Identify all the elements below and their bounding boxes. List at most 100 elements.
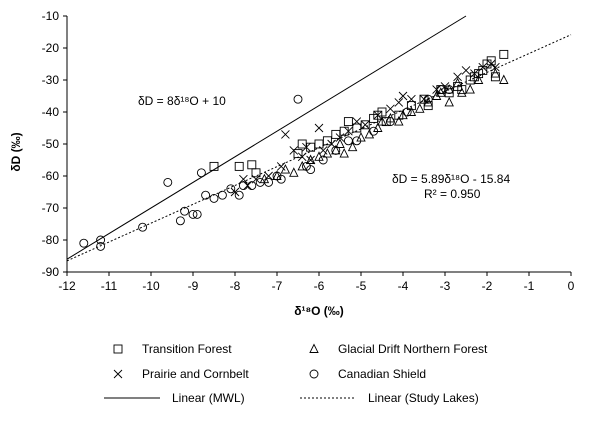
transition-forest-point bbox=[457, 85, 467, 95]
transition-forest-point bbox=[251, 168, 261, 178]
canadian-shield-point bbox=[79, 238, 89, 248]
canadian-shield-point bbox=[369, 126, 379, 136]
canadian-shield-point bbox=[247, 181, 257, 191]
canadian-shield-point bbox=[264, 177, 274, 187]
canadian-shield-point bbox=[180, 206, 190, 216]
mwl-equation: δD = 8δ¹⁸O + 10 bbox=[138, 94, 226, 108]
prairie-cornbelt-point bbox=[470, 69, 479, 78]
glacial-drift-point bbox=[499, 74, 509, 84]
prairie-cornbelt-point bbox=[394, 98, 404, 107]
y-tick-label: -80 bbox=[42, 233, 60, 247]
glacial-drift-point bbox=[431, 90, 442, 100]
prairie-cornbelt-point bbox=[407, 94, 416, 104]
glacial-drift-point bbox=[406, 106, 417, 116]
canadian-shield-point bbox=[226, 184, 236, 194]
transition-forest-point bbox=[247, 160, 257, 170]
glacial-drift-point bbox=[339, 148, 349, 158]
prairie-cornbelt-point bbox=[318, 146, 328, 155]
prairie-cornbelt-point bbox=[398, 91, 408, 101]
prairie-cornbelt-point bbox=[360, 120, 370, 130]
glacial-drift-point bbox=[394, 116, 404, 126]
canadian-shield-point bbox=[96, 241, 106, 251]
transition-forest-point bbox=[293, 149, 303, 159]
prairie-cornbelt-point bbox=[314, 123, 324, 133]
canadian-shield-point bbox=[402, 107, 412, 117]
axes bbox=[63, 15, 572, 276]
prairie-cornbelt-point bbox=[297, 152, 307, 162]
prairie-cornbelt-point bbox=[461, 66, 471, 75]
lakes-r2: R² = 0.950 bbox=[424, 187, 481, 201]
canadian-shield-point bbox=[238, 181, 248, 191]
glacial-drift-point bbox=[444, 96, 454, 107]
transition-forest-point bbox=[331, 129, 341, 139]
prairie-cornbelt-point bbox=[289, 146, 299, 155]
y-tick-label: -50 bbox=[42, 137, 60, 151]
prairie-cornbelt-point bbox=[276, 162, 286, 171]
canadian-shield-point bbox=[192, 209, 202, 219]
transition-forest-point bbox=[406, 101, 416, 111]
prairie-cornbelt-point bbox=[335, 133, 345, 142]
glacial-drift-point bbox=[377, 116, 387, 126]
canadian-shield-point bbox=[306, 165, 316, 175]
data-points bbox=[79, 49, 509, 251]
legend-symbol-square bbox=[113, 344, 123, 354]
mwl-line bbox=[66, 15, 467, 260]
transition-forest-point bbox=[486, 56, 496, 66]
canadian-shield-point bbox=[163, 177, 173, 187]
legend-label: Canadian Shield bbox=[338, 367, 426, 381]
prairie-cornbelt-point bbox=[281, 130, 290, 139]
glacial-drift-point bbox=[364, 128, 375, 139]
glacial-drift-point bbox=[457, 87, 467, 97]
x-tick-label: -10 bbox=[142, 279, 160, 293]
glacial-drift-point bbox=[490, 68, 501, 78]
x-tick-label: -12 bbox=[58, 279, 76, 293]
legend-symbol-triangle bbox=[309, 343, 319, 353]
x-tick-label: -3 bbox=[440, 279, 451, 293]
canadian-shield-point bbox=[138, 222, 148, 232]
transition-forest-point bbox=[343, 117, 353, 127]
transition-forest-point bbox=[322, 136, 332, 146]
canadian-shield-point bbox=[201, 190, 211, 200]
canadian-shield-point bbox=[385, 117, 395, 127]
legend-label: Transition Forest bbox=[142, 342, 232, 356]
transition-forest-point bbox=[360, 120, 370, 130]
legend-label: Glacial Drift Northern Forest bbox=[338, 342, 488, 356]
y-tick-label: -20 bbox=[42, 41, 60, 55]
x-tick-label: -7 bbox=[272, 279, 283, 293]
glacial-drift-point bbox=[335, 138, 345, 148]
transition-forest-point bbox=[499, 49, 509, 59]
prairie-cornbelt-point bbox=[453, 72, 462, 82]
prairie-cornbelt-point bbox=[344, 126, 353, 136]
canadian-shield-point bbox=[188, 209, 198, 219]
canadian-shield-point bbox=[444, 85, 454, 95]
legend: Transition Forest Glacial Drift Northern … bbox=[104, 342, 488, 405]
prairie-cornbelt-point bbox=[486, 59, 496, 69]
transition-forest-point bbox=[306, 142, 316, 152]
prairie-cornbelt-point bbox=[373, 110, 383, 120]
canadian-shield-point bbox=[276, 174, 286, 184]
x-tick-label: -5 bbox=[356, 279, 367, 293]
canadian-shield-point bbox=[96, 235, 106, 245]
glacial-drift-point bbox=[398, 109, 408, 120]
transition-forest-point bbox=[209, 161, 219, 171]
legend-label: Linear (Study Lakes) bbox=[368, 391, 479, 405]
prairie-cornbelt-point bbox=[491, 62, 500, 72]
y-axis-title: δD (‰) bbox=[9, 132, 23, 171]
y-tick-label: -70 bbox=[42, 201, 60, 215]
canadian-shield-point bbox=[196, 168, 206, 178]
legend-symbol-circle bbox=[309, 369, 319, 379]
x-tick-label: -2 bbox=[482, 279, 493, 293]
y-tick-label: -10 bbox=[42, 9, 60, 23]
x-tick-label: 0 bbox=[568, 279, 575, 293]
glacial-drift-point bbox=[347, 141, 358, 152]
glacial-drift-point bbox=[465, 84, 475, 94]
canadian-shield-point bbox=[423, 94, 433, 104]
canadian-shield-point bbox=[293, 94, 303, 104]
canadian-shield-point bbox=[234, 190, 244, 200]
canadian-shield-point bbox=[436, 85, 446, 95]
canadian-shield-point bbox=[352, 136, 362, 146]
x-tick-label: -8 bbox=[230, 279, 241, 293]
regression-lines bbox=[66, 15, 572, 262]
glacial-drift-point bbox=[415, 103, 425, 113]
